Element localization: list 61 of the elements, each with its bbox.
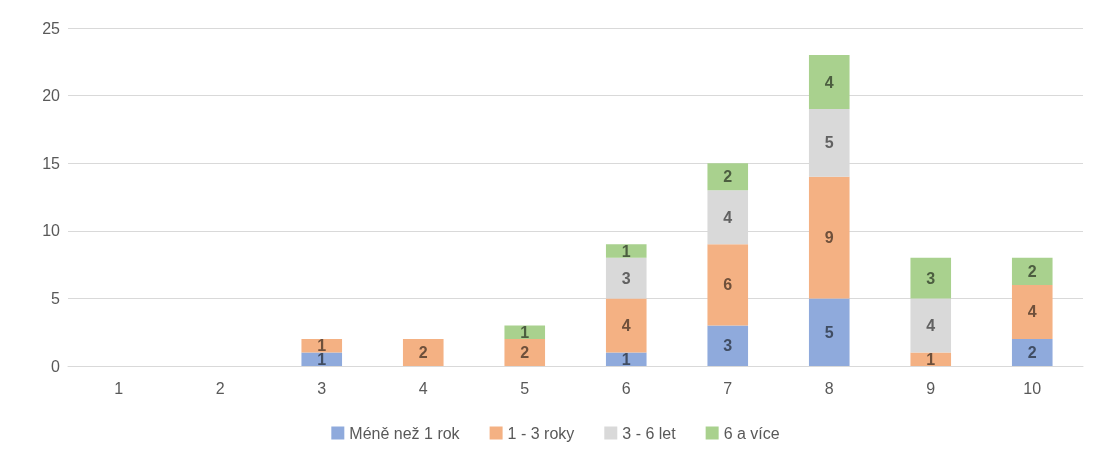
bar (1011, 257, 1053, 285)
data-label: 4 (824, 73, 834, 91)
data-label: 6 (723, 276, 733, 294)
data-label: 3 (723, 337, 733, 355)
legend-label: 6 a více (723, 424, 780, 442)
x-tick-label: 4 (418, 379, 428, 397)
data-label: 2 (418, 343, 428, 361)
x-tick-label: 6 (621, 379, 631, 397)
data-label: 1 (621, 242, 631, 260)
x-tick-label: 5 (520, 379, 530, 397)
bar (707, 163, 749, 191)
bar (504, 338, 546, 366)
bar (808, 176, 850, 299)
data-label: 2 (1027, 343, 1037, 361)
data-label: 5 (824, 134, 834, 152)
bar (1011, 338, 1053, 366)
data-label: 1 (926, 350, 936, 368)
legend-label: Méně než 1 rok (349, 424, 461, 442)
y-tick-label: 20 (42, 87, 61, 105)
bar (707, 325, 749, 366)
data-label: 2 (1027, 262, 1037, 280)
data-label: 4 (621, 316, 631, 334)
x-tick-label: 7 (723, 379, 733, 397)
data-label: 9 (824, 229, 834, 247)
data-label: 4 (926, 316, 936, 334)
bar (910, 257, 952, 299)
data-label: 1 (520, 323, 530, 341)
data-label: 1 (621, 350, 631, 368)
legend-label: 3 - 6 let (622, 424, 677, 442)
y-tick-label: 10 (42, 222, 61, 240)
data-label: 4 (1027, 303, 1037, 321)
data-label: 3 (621, 269, 631, 287)
x-tick-label: 10 (1023, 379, 1042, 397)
data-label: 5 (824, 323, 834, 341)
x-tick-label: 2 (215, 379, 225, 397)
x-tick-label: 1 (114, 379, 124, 397)
x-tick-label: 9 (926, 379, 936, 397)
bar (605, 244, 647, 258)
y-tick-label: 15 (42, 154, 61, 172)
bar (301, 352, 343, 366)
y-tick-label: 0 (51, 357, 61, 375)
bar (605, 352, 647, 366)
bar (402, 338, 444, 366)
bar (605, 257, 647, 299)
data-label: 2 (520, 343, 530, 361)
data-label: 4 (723, 208, 733, 226)
data-label: 2 (723, 168, 733, 186)
legend-label: 1 - 3 roky (507, 424, 575, 442)
data-label: 3 (926, 269, 936, 287)
bar (910, 352, 952, 366)
bar (1011, 284, 1053, 339)
bar (605, 298, 647, 353)
y-tick-label: 25 (42, 19, 61, 37)
bar (504, 325, 546, 339)
data-label: 1 (317, 350, 327, 368)
bar (707, 244, 749, 326)
x-tick-label: 8 (824, 379, 834, 397)
y-tick-label: 5 (51, 289, 61, 307)
bar (808, 298, 850, 366)
x-tick-label: 3 (317, 379, 327, 397)
bar (808, 55, 850, 110)
